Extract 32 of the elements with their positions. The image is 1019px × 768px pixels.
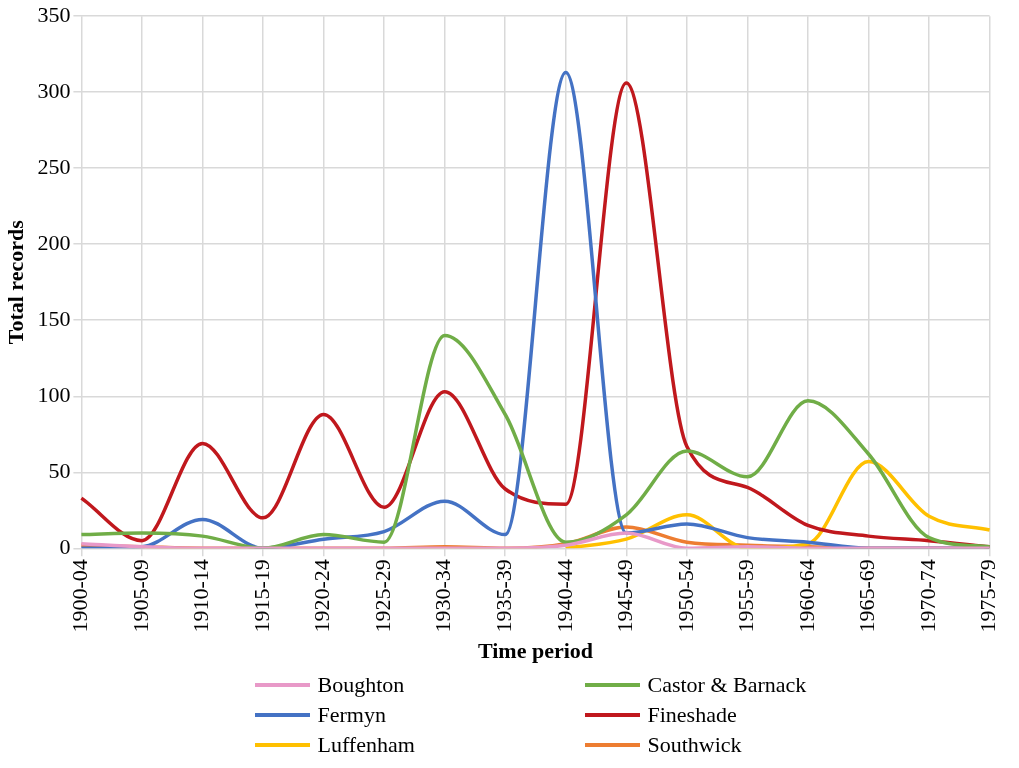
x-tick-label: 1935-39: [491, 559, 517, 633]
x-tick-label: 1915-19: [248, 559, 274, 633]
x-axis-title: Time period: [477, 638, 594, 664]
legend-label: Fermyn: [317, 701, 386, 729]
x-tick-label: 1955-59: [733, 559, 759, 633]
y-tick-label: 0: [59, 534, 71, 560]
x-tick-label: 1925-29: [369, 559, 395, 633]
y-tick-label: 300: [37, 77, 71, 103]
x-tick-label: 1940-44: [551, 559, 577, 633]
legend-label: Fineshade: [647, 701, 737, 729]
x-tick-label: 1900-04: [67, 559, 93, 633]
y-tick-label: 350: [37, 1, 71, 27]
x-tick-label: 1905-09: [127, 559, 153, 633]
x-tick-label: 1965-69: [854, 559, 880, 633]
legend-label: Luffenham: [317, 731, 415, 759]
y-tick-label: 250: [37, 154, 71, 179]
y-tick-label: 100: [37, 382, 71, 408]
x-tick-label: 1960-64: [793, 559, 819, 633]
y-tick-label: 150: [37, 306, 71, 332]
legend-label: Boughton: [317, 671, 405, 699]
y-tick-label: 50: [48, 458, 71, 484]
y-axis-title: Total records: [2, 219, 28, 345]
x-tick-label: 1920-24: [309, 559, 335, 633]
x-tick-label: 1930-34: [430, 559, 456, 633]
legend-label: Castor & Barnack: [647, 671, 807, 699]
legend-label: Southwick: [647, 731, 742, 759]
x-tick-label: 1910-14: [188, 559, 214, 633]
x-tick-label: 1950-54: [672, 559, 698, 633]
x-tick-label: 1945-49: [612, 559, 638, 633]
y-tick-label: 200: [37, 230, 71, 256]
x-tick-label: 1975-79: [975, 559, 1001, 633]
x-tick-label: 1970-74: [914, 559, 940, 633]
